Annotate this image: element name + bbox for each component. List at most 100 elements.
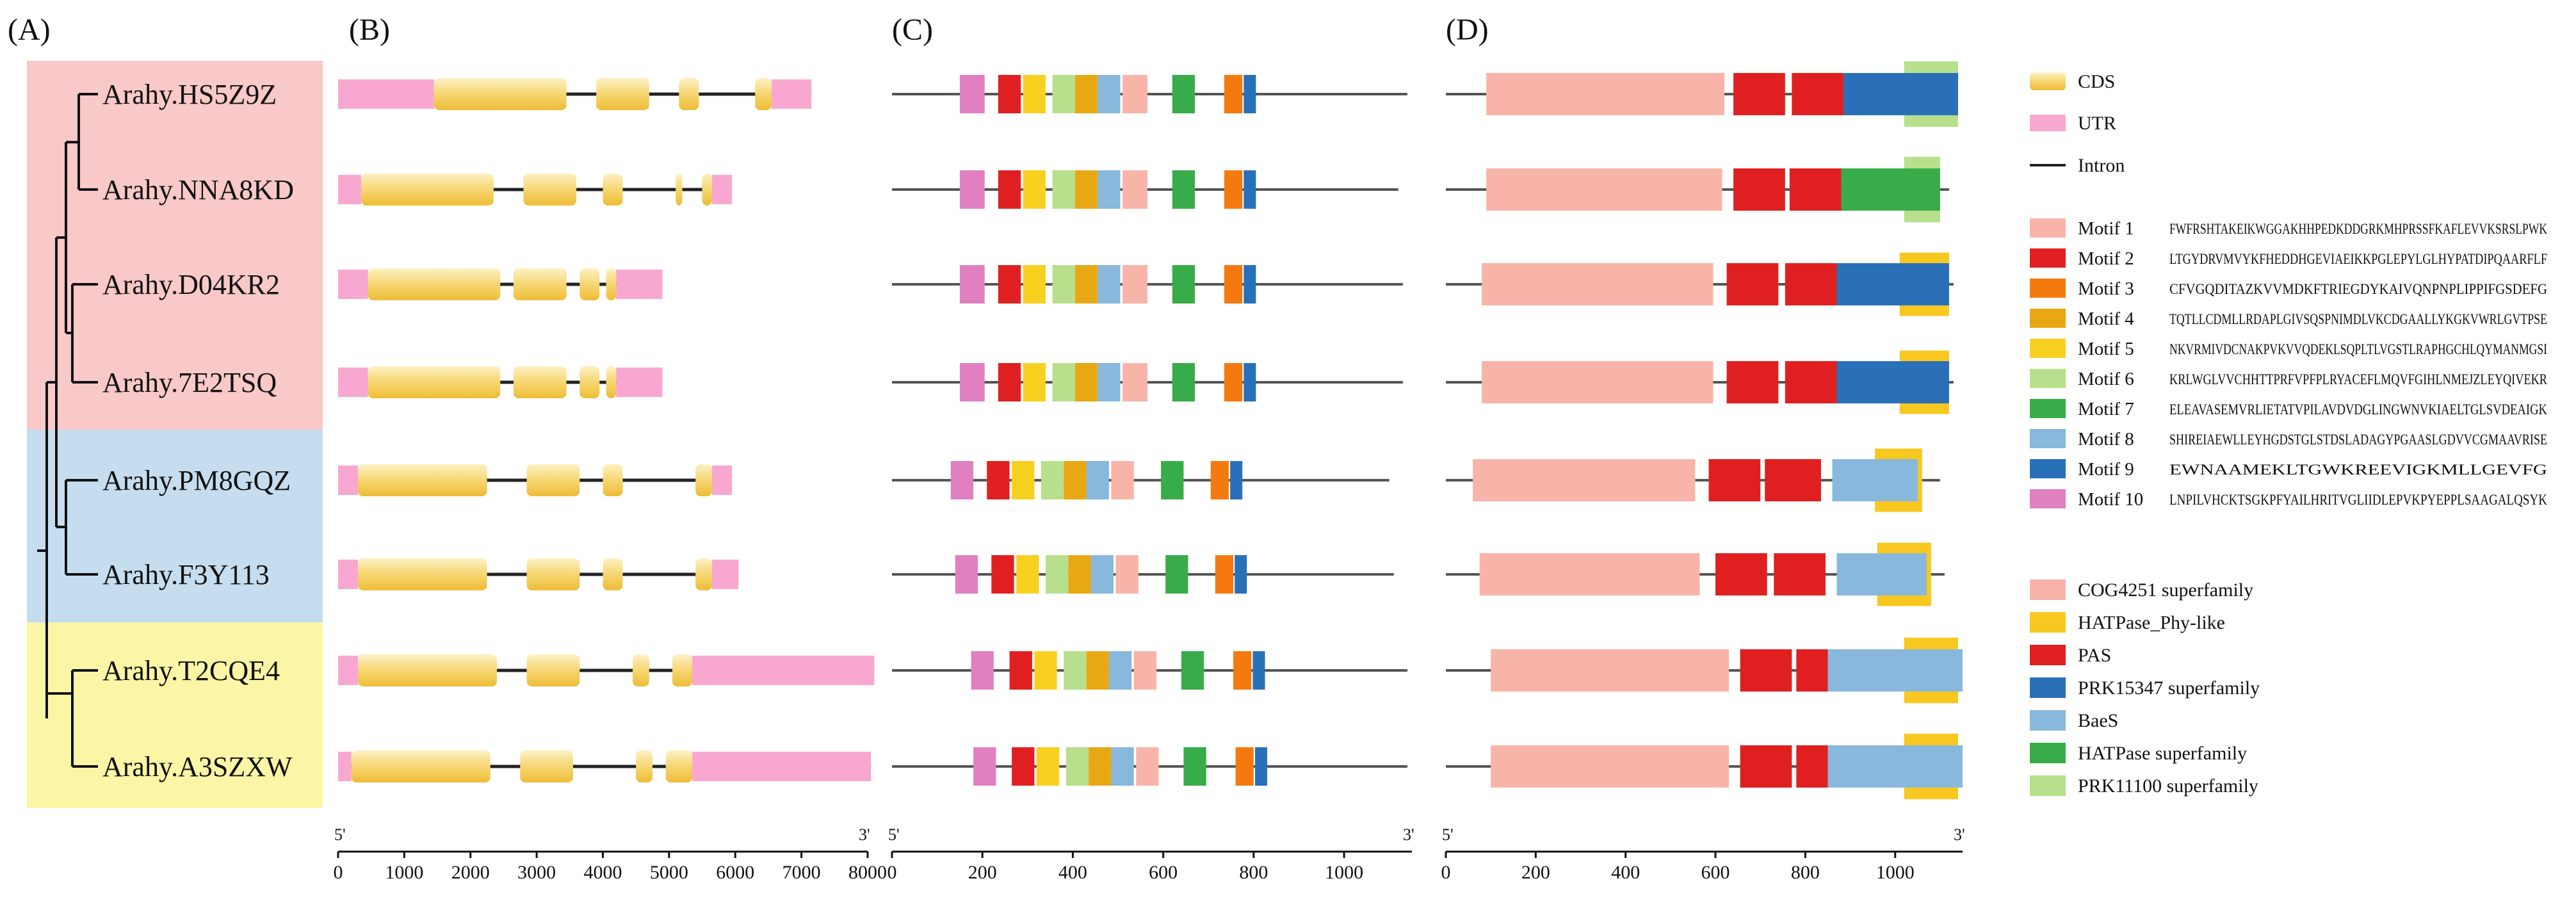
utr-segment	[338, 270, 368, 299]
motif-box	[1023, 265, 1046, 304]
cds-segment	[351, 750, 490, 782]
motif-box	[1052, 363, 1075, 401]
domain-box	[1836, 553, 1927, 595]
domain-box	[1708, 459, 1761, 501]
motif-box	[1052, 265, 1075, 304]
motif-box	[1052, 170, 1075, 209]
utr-segment	[712, 175, 733, 204]
legend-motif-label: Motif 6	[2078, 369, 2134, 389]
legend-domain-label: PAS	[2078, 645, 2111, 666]
domain-axis-3prime: 3'	[1954, 825, 1965, 844]
motif-box	[1064, 461, 1087, 499]
structure-axis-3prime: 3'	[859, 825, 870, 844]
motif-box	[1181, 651, 1204, 690]
utr-segment	[338, 79, 434, 109]
legend-motif-label: Motif 10	[2078, 489, 2143, 510]
panel-gene-structure: 5' 3' 0 1000 2000 3000 4000 5000 6000 7000 8000	[334, 78, 887, 883]
legend-domain-label: BaeS	[2078, 710, 2118, 731]
legend-domain-swatch	[2030, 775, 2066, 796]
legend-motif-swatch	[2030, 429, 2066, 448]
utr-segment	[616, 270, 663, 299]
motif-box	[1023, 75, 1046, 113]
legend-motif-sequence: LNPILVHCKTSGKPFYAILHRITVGLIIDLEPVKPYEPPL…	[2169, 492, 2547, 508]
utr-segment	[692, 752, 871, 781]
cds-segment	[603, 174, 623, 206]
domain-box	[1491, 649, 1729, 692]
domain-box	[1827, 649, 1963, 692]
legend-motif-swatch	[2030, 309, 2066, 328]
motif-box	[1230, 461, 1243, 499]
cds-segment	[526, 558, 580, 590]
legend-motif-label: Motif 4	[2078, 309, 2134, 329]
utr-segment	[338, 368, 368, 397]
structure-axis-tick-label: 6000	[716, 862, 754, 883]
motif-box	[1090, 555, 1114, 594]
domain-axis-tick-label: 0	[1441, 862, 1451, 883]
motif-box	[1111, 747, 1134, 786]
motif-axis-5prime: 5'	[888, 825, 900, 844]
domain-box	[1789, 168, 1842, 211]
domain-box	[1473, 459, 1696, 501]
motif-box	[1161, 461, 1184, 499]
legend-motif-label: Motif 7	[2078, 399, 2134, 419]
domain-axis-tick-label: 600	[1701, 862, 1730, 883]
cds-segment	[695, 464, 713, 496]
motif-box	[1052, 75, 1075, 113]
legend-motif-label: Motif 3	[2078, 279, 2134, 299]
motif-box	[1074, 363, 1098, 401]
legend-motif-sequence: EWNAAMEKLTGWKREEVIGKMLLGEVFG	[2169, 462, 2547, 478]
cds-segment	[665, 750, 693, 782]
legend: CDS UTR Intron Motif 1 FWFRSHTAKEIKWGGAKHHPE…	[2030, 71, 2548, 797]
motif-box	[1224, 170, 1243, 209]
cds-segment	[606, 366, 617, 398]
domain-box	[1491, 745, 1729, 788]
gene-name-labels: Arahy.HS5Z9Z Arahy.NNA8KD Arahy.D04KR2 Arah…	[102, 79, 294, 782]
motif-box	[1235, 555, 1247, 594]
motif-box	[1098, 75, 1121, 113]
legend-motif-swatch	[2030, 218, 2066, 238]
panel-label-b: (B)	[349, 13, 390, 47]
motif-box	[1046, 555, 1069, 594]
legend-motif-sequence: CFVGQDITAZKVVMDKFTRIEGDYKAIVQNPNPLIPPIFG…	[2169, 281, 2547, 297]
cds-segment	[526, 654, 580, 686]
cds-segment	[358, 558, 487, 590]
motif-box	[1252, 651, 1265, 690]
structure-axis-tick-label: 5000	[650, 862, 688, 883]
utr-segment	[338, 656, 359, 685]
motif-box	[1115, 555, 1138, 594]
structure-axis-5prime: 5'	[334, 825, 346, 844]
structure-axis-tick-label: 0	[334, 862, 343, 883]
utr-segment	[692, 656, 875, 685]
cds-segment	[672, 654, 693, 686]
structure-axis-tick-label: 3000	[517, 862, 556, 883]
cds-segment	[361, 174, 494, 206]
motif-axis-tick-label: 1000	[1325, 862, 1363, 883]
motif-box	[991, 555, 1014, 594]
motif-box	[950, 461, 974, 499]
domain-box	[1774, 553, 1826, 595]
legend-motif-swatch	[2030, 369, 2066, 388]
motif-box	[1068, 555, 1091, 594]
domain-box	[1479, 553, 1700, 595]
panel-label-d: (D)	[1446, 13, 1489, 47]
motif-box	[971, 651, 994, 690]
clade-background-group-3	[27, 622, 323, 808]
domain-box	[1486, 168, 1722, 211]
legend-motif-swatch	[2030, 248, 2066, 268]
legend-domain-swatch	[2030, 677, 2066, 698]
domain-box	[1836, 361, 1949, 403]
legend-motif-label: Motif 5	[2078, 339, 2134, 359]
motif-box	[1243, 170, 1256, 209]
domain-box	[1482, 263, 1713, 305]
cds-segment	[755, 78, 772, 110]
structure-axis-tick-label: 1000	[385, 862, 423, 883]
utr-segment	[712, 466, 733, 495]
motif-box	[1041, 461, 1064, 499]
structure-axis-tick-label: 2000	[451, 862, 490, 883]
motif-box	[1172, 363, 1195, 401]
motif-box	[1064, 651, 1087, 690]
motif-box	[998, 170, 1021, 209]
cds-segment	[526, 464, 580, 496]
motif-box	[1111, 461, 1134, 499]
legend-motif-label: Motif 1	[2078, 218, 2134, 239]
